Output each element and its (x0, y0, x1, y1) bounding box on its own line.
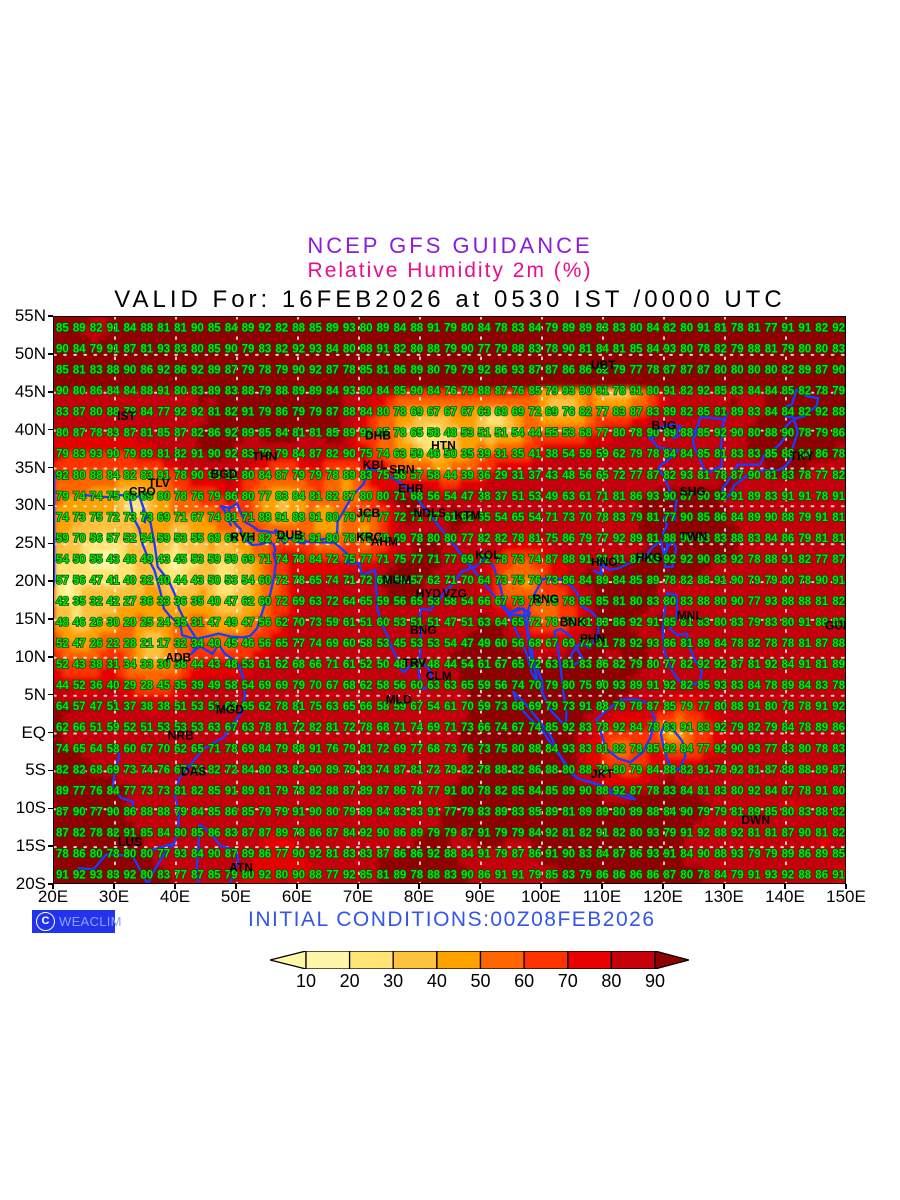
svg-text:KOL: KOL (475, 548, 500, 562)
svg-text:MUM: MUM (383, 573, 412, 587)
svg-text:HTN: HTN (431, 438, 456, 452)
svg-text:RNG: RNG (532, 592, 559, 606)
svg-text:JKT: JKT (591, 767, 614, 781)
svg-text:BNK: BNK (560, 615, 586, 629)
svg-text:CLM: CLM (426, 669, 452, 683)
svg-text:EHR: EHR (398, 482, 424, 496)
svg-text:NRB: NRB (168, 729, 194, 743)
svg-text:TWN: TWN (680, 530, 707, 544)
svg-text:TKY: TKY (790, 449, 814, 463)
svg-text:HNO: HNO (591, 555, 618, 569)
svg-text:THN: THN (253, 449, 278, 463)
svg-text:BGD: BGD (211, 467, 238, 481)
svg-text:GUM: GUM (825, 619, 846, 633)
svg-text:DUB: DUB (277, 528, 303, 542)
svg-text:ATN: ATN (229, 861, 253, 875)
svg-text:BJG: BJG (652, 418, 677, 432)
svg-text:JCB: JCB (356, 506, 380, 520)
svg-text:TRV: TRV (403, 656, 427, 670)
svg-text:AHM: AHM (371, 534, 398, 548)
svg-text:PHN: PHN (580, 632, 605, 646)
svg-text:HYD: HYD (416, 587, 442, 601)
svg-text:BNG: BNG (410, 623, 437, 637)
svg-text:KTM: KTM (455, 509, 481, 523)
svg-text:SHG: SHG (680, 484, 706, 498)
svg-text:VZG: VZG (442, 587, 467, 601)
svg-text:KBL: KBL (363, 458, 388, 472)
svg-text:MGD: MGD (216, 703, 244, 717)
svg-text:CRO: CRO (129, 485, 156, 499)
svg-text:SRN: SRN (389, 463, 414, 477)
svg-text:DWN: DWN (741, 813, 770, 827)
svg-text:UBT: UBT (591, 358, 616, 372)
svg-text:ADB: ADB (165, 651, 191, 665)
svg-text:IST: IST (117, 409, 136, 423)
svg-text:RYH: RYH (230, 530, 255, 544)
svg-text:MLD: MLD (386, 693, 412, 707)
svg-text:MNL: MNL (677, 609, 703, 623)
svg-text:LUS: LUS (118, 835, 142, 849)
svg-text:DHB: DHB (365, 429, 391, 443)
svg-text:NDLS: NDLS (414, 506, 447, 520)
svg-text:DAS: DAS (181, 764, 206, 778)
svg-text:HKG: HKG (636, 550, 663, 564)
